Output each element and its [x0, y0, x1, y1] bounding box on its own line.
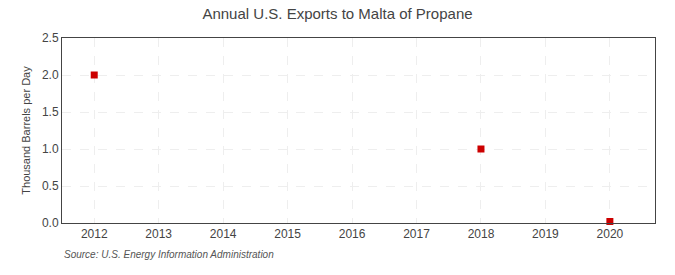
svg-text:Annual U.S. Exports to Malta o: Annual U.S. Exports to Malta of Propane — [202, 5, 472, 22]
svg-text:2.0: 2.0 — [42, 68, 59, 82]
svg-text:0.5: 0.5 — [42, 179, 59, 193]
svg-text:2012: 2012 — [81, 227, 108, 241]
svg-text:2018: 2018 — [468, 227, 495, 241]
svg-text:0.0: 0.0 — [42, 216, 59, 230]
svg-text:2015: 2015 — [274, 227, 301, 241]
svg-text:2019: 2019 — [532, 227, 559, 241]
svg-text:2016: 2016 — [339, 227, 366, 241]
svg-text:2.5: 2.5 — [42, 31, 59, 45]
svg-text:2017: 2017 — [403, 227, 430, 241]
svg-text:Source: U.S. Energy Informatio: Source: U.S. Energy Information Administ… — [64, 249, 274, 260]
svg-text:2014: 2014 — [210, 227, 237, 241]
svg-text:1.0: 1.0 — [42, 142, 59, 156]
svg-text:2020: 2020 — [597, 227, 624, 241]
svg-text:1.5: 1.5 — [42, 105, 59, 119]
svg-text:Thousand Barrels per Day: Thousand Barrels per Day — [20, 66, 32, 195]
svg-text:2013: 2013 — [145, 227, 172, 241]
